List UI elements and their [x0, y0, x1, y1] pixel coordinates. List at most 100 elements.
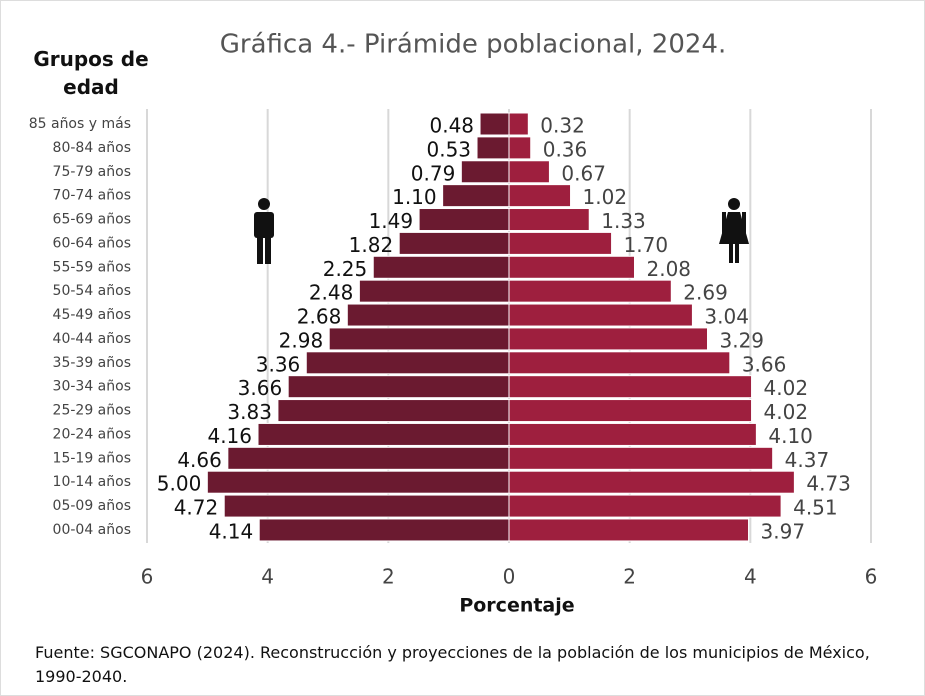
bar	[206, 470, 510, 494]
value-label: 3.66	[742, 352, 787, 376]
chart-title: Gráfica 4.- Pirámide poblacional, 2024.	[220, 30, 726, 60]
y-tick-label: 00-04 años	[53, 522, 131, 538]
y-tick-label: 70-74 años	[53, 188, 131, 204]
x-tick-label: 6	[865, 565, 878, 589]
bar	[508, 160, 550, 184]
value-label: 3.66	[238, 376, 283, 400]
value-label: 2.48	[309, 281, 354, 305]
value-label: 3.83	[227, 400, 272, 424]
value-label: 2.68	[297, 305, 342, 329]
value-label: 4.72	[174, 496, 219, 520]
y-tick-label: 40-44 años	[53, 331, 131, 347]
bar	[508, 375, 753, 399]
bar	[508, 279, 672, 303]
value-label: 4.73	[806, 472, 851, 496]
male-icon	[254, 198, 274, 264]
y-tick-label: 55-59 años	[53, 259, 131, 275]
y-tick-label: 20-24 años	[53, 426, 131, 442]
bar	[508, 422, 757, 446]
bar	[508, 327, 708, 351]
value-label: 4.16	[207, 424, 252, 448]
bar	[508, 351, 731, 375]
value-label: 5.00	[157, 472, 202, 496]
value-label: 1.33	[601, 209, 646, 233]
source-note: Fuente: SGCONAPO (2024). Reconstrucción …	[35, 643, 870, 686]
bar	[372, 255, 510, 279]
y-tick-label: 15-19 años	[53, 450, 131, 466]
bar	[479, 112, 510, 136]
x-tick-label: 2	[623, 565, 636, 589]
bar	[508, 136, 532, 160]
y-tick-label: 50-54 años	[53, 283, 131, 299]
value-label: 4.66	[177, 448, 222, 472]
value-label: 2.98	[279, 328, 324, 352]
female-icon	[719, 198, 749, 263]
value-label: 1.49	[369, 209, 414, 233]
y-tick-label: 65-69 años	[53, 212, 131, 228]
x-axis-label: Porcentaje	[459, 595, 574, 617]
value-label: 0.53	[426, 137, 471, 161]
y-tick-label: 60-64 años	[53, 235, 131, 251]
value-label: 4.10	[768, 424, 813, 448]
bar	[328, 327, 510, 351]
bar	[460, 160, 510, 184]
x-tick-label: 2	[382, 565, 395, 589]
bar	[508, 255, 635, 279]
y-tick-label: 85 años y más	[29, 116, 131, 132]
bar	[223, 494, 510, 518]
bar	[257, 422, 510, 446]
bar	[508, 208, 590, 232]
bar	[508, 184, 572, 208]
bar	[508, 494, 782, 518]
bar	[258, 518, 510, 542]
y-tick-label: 30-34 años	[53, 379, 131, 395]
x-tick-label: 6	[141, 565, 154, 589]
bar	[418, 208, 510, 232]
value-label: 4.14	[209, 519, 254, 543]
bar	[358, 279, 510, 303]
value-label: 0.67	[561, 161, 606, 185]
value-label: 4.37	[785, 448, 830, 472]
y-tick-label: 75-79 años	[53, 164, 131, 180]
value-label: 4.02	[764, 400, 809, 424]
value-label: 4.51	[793, 496, 838, 520]
value-label: 2.69	[683, 281, 728, 305]
x-tick-label: 0	[503, 565, 516, 589]
bar	[508, 399, 753, 423]
y-tick-label: 45-49 años	[53, 307, 131, 323]
bar	[476, 136, 510, 160]
bar	[305, 351, 510, 375]
bar	[508, 518, 750, 542]
value-label: 3.36	[256, 352, 301, 376]
value-label: 3.97	[761, 519, 806, 543]
bar	[508, 303, 693, 327]
bar	[277, 399, 510, 423]
bar	[398, 231, 510, 255]
y-tick-label: 35-39 años	[53, 355, 131, 371]
value-label: 4.02	[764, 376, 809, 400]
value-label: 1.02	[583, 185, 628, 209]
bar	[442, 184, 510, 208]
bar	[508, 446, 774, 470]
value-label: 2.08	[646, 257, 691, 281]
value-label: 0.32	[540, 114, 585, 138]
value-label: 0.79	[411, 161, 456, 185]
value-label: 3.29	[719, 328, 764, 352]
bar	[508, 112, 529, 136]
value-label: 1.82	[349, 233, 394, 257]
value-label: 1.70	[624, 233, 669, 257]
y-axis-label: Grupos de edad	[33, 47, 149, 99]
y-tick-label: 25-29 años	[53, 403, 131, 419]
bar	[508, 231, 613, 255]
value-label: 0.48	[430, 114, 475, 138]
value-label: 1.10	[392, 185, 437, 209]
x-tick-label: 4	[744, 565, 757, 589]
y-tick-label: 05-09 años	[53, 498, 131, 514]
y-tick-label: 10-14 años	[53, 474, 131, 490]
value-label: 0.36	[543, 137, 588, 161]
bars: 85 años y más 80-84 años 75-79 años 70-74 a…	[29, 112, 851, 543]
y-tick-label: 80-84 años	[53, 140, 131, 156]
value-label: 3.04	[704, 305, 749, 329]
